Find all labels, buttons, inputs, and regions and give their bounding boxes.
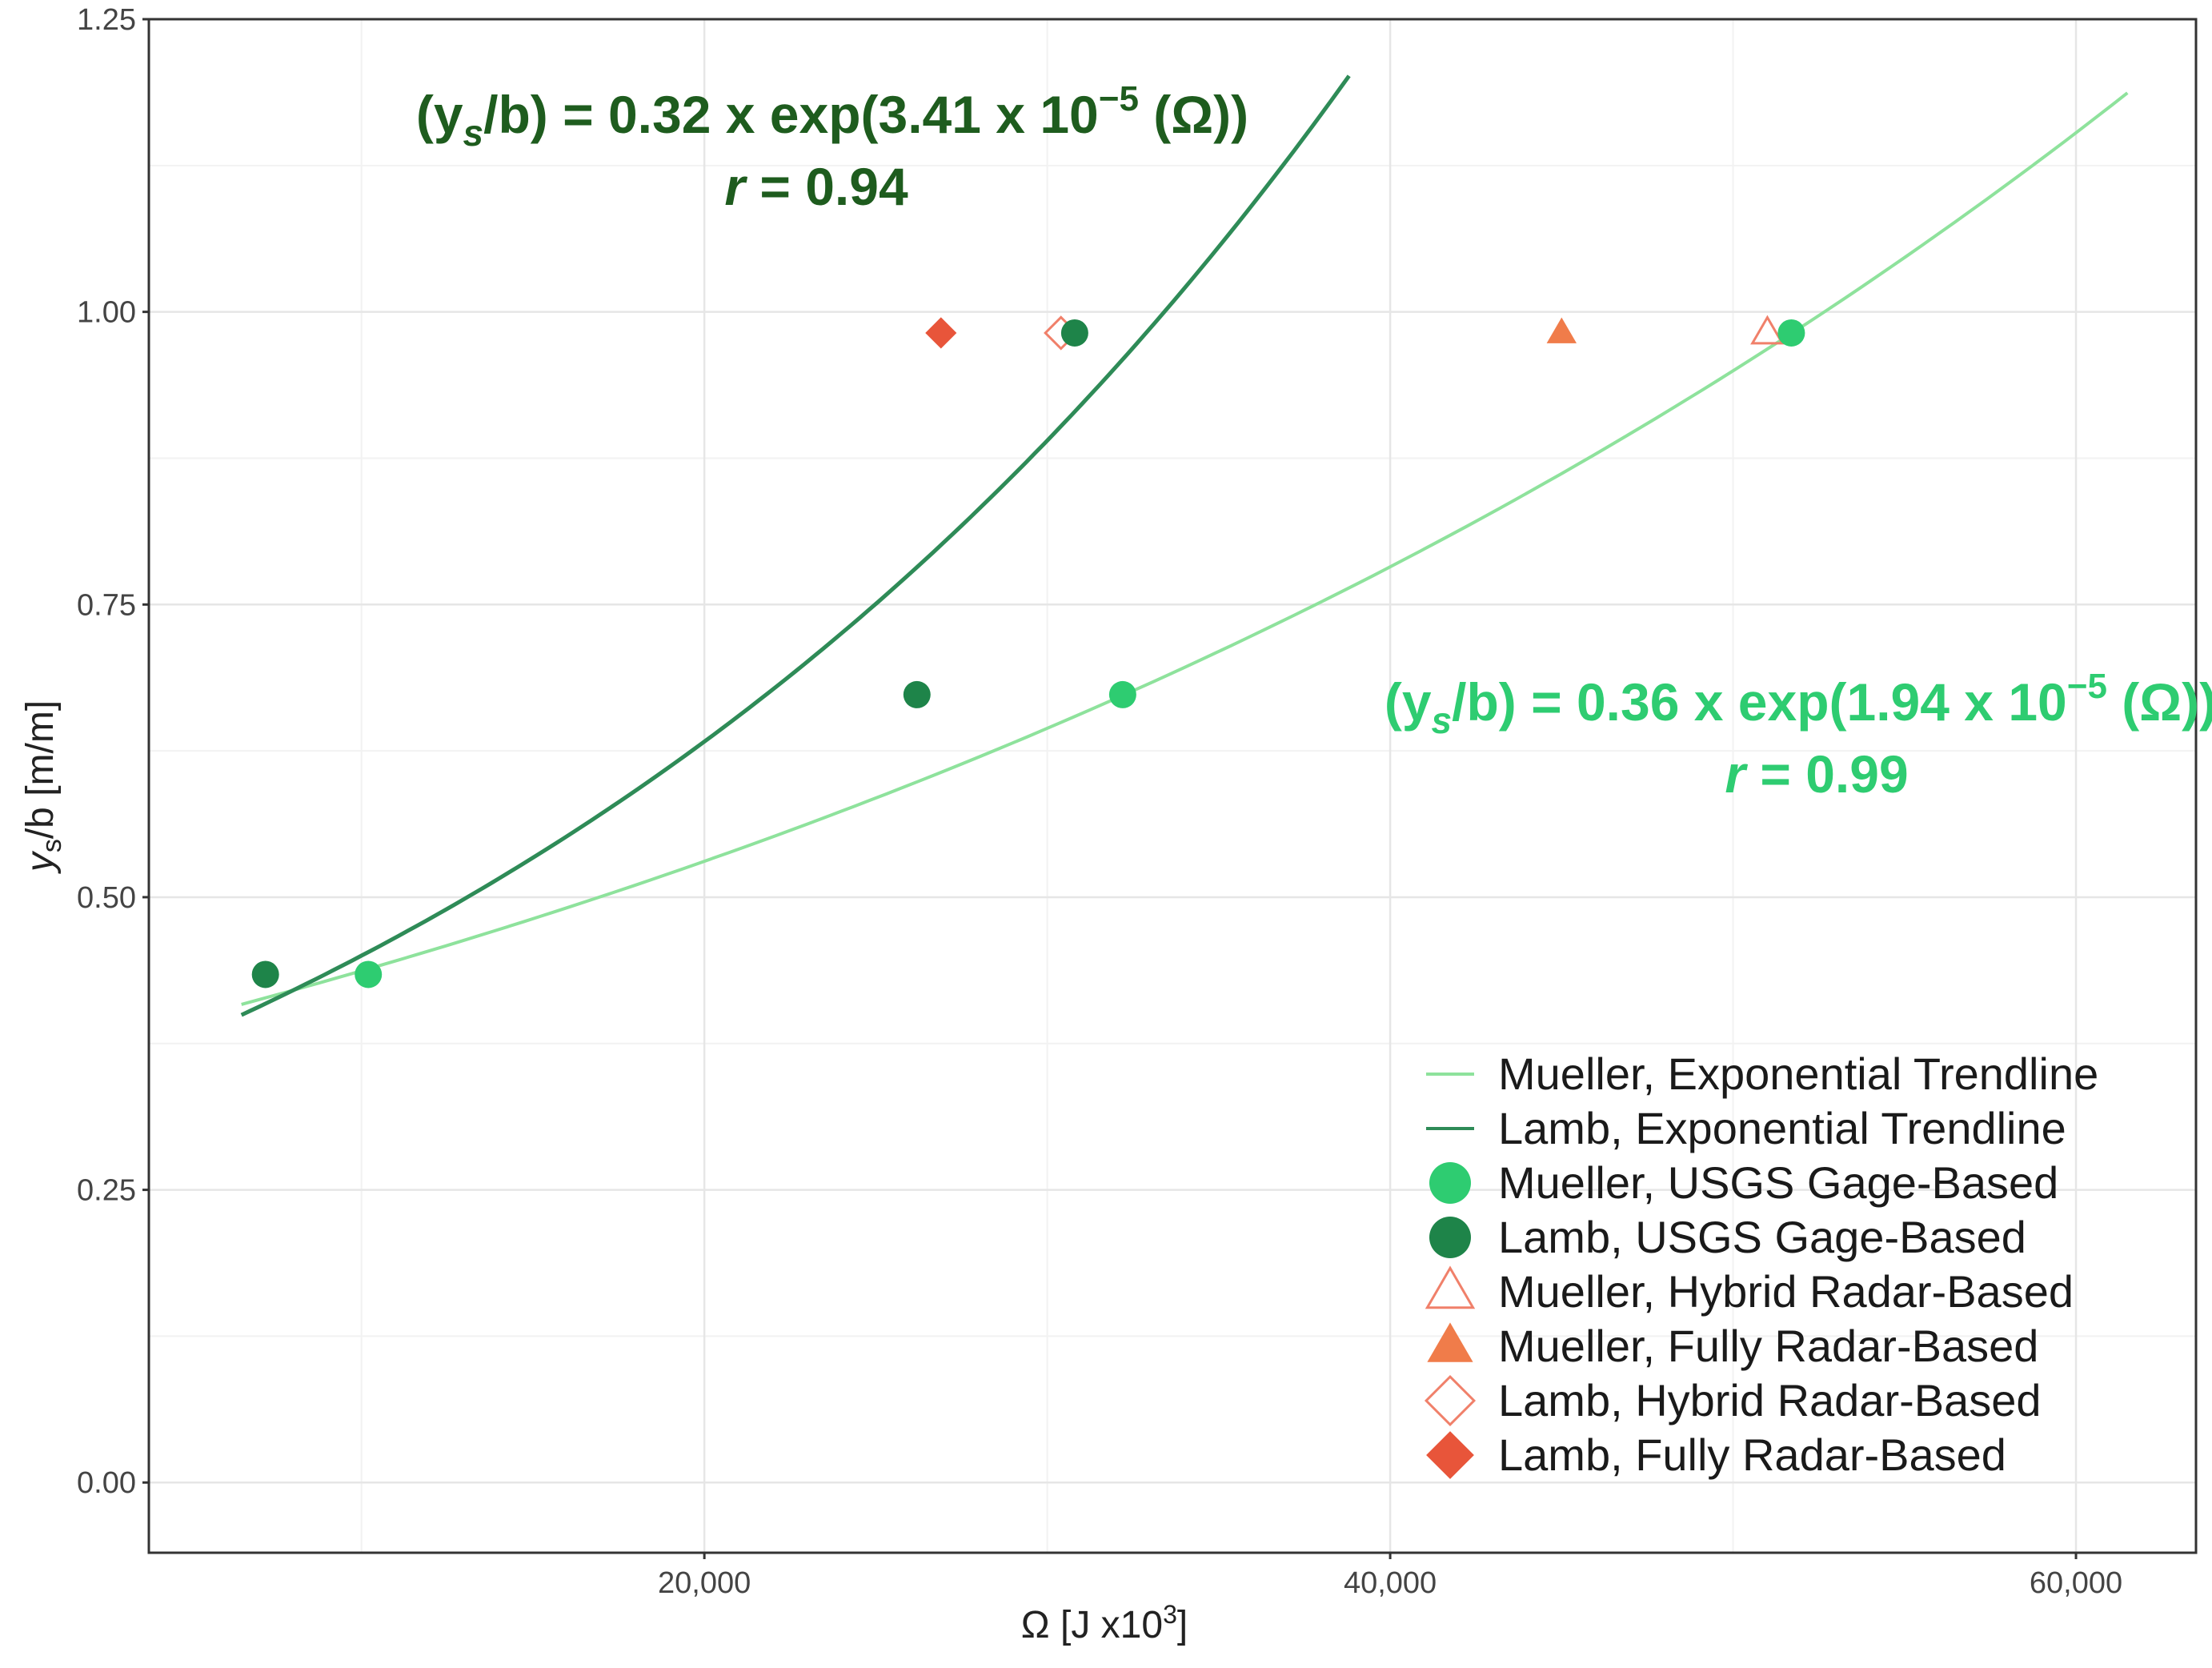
legend-key-marker xyxy=(1426,1431,1474,1479)
legend-label: Mueller, Exponential Trendline xyxy=(1498,1049,2098,1099)
legend-item-lamb-usgs-gage-based: Lamb, USGS Gage-Based xyxy=(1429,1212,2026,1262)
legend-key-marker xyxy=(1425,1265,1476,1309)
lamb-fully-radar-based-point xyxy=(925,317,957,349)
grid-lines xyxy=(149,18,2196,1553)
lamb-usgs-gage-based-point xyxy=(251,960,279,988)
y-tick-label: 0.25 xyxy=(77,1174,136,1208)
lamb-eq-exponent: −5 xyxy=(1099,79,1139,118)
legend-label: Lamb, USGS Gage-Based xyxy=(1498,1212,2026,1262)
y-axis-title-var: y xyxy=(19,850,62,874)
mueller-usgs-gage-based-point xyxy=(1777,319,1805,347)
mueller-eq-subscript: s xyxy=(1432,700,1453,741)
mueller-usgs-gage-based-point xyxy=(355,960,383,988)
lamb-usgs-gage-based-point xyxy=(1060,319,1088,347)
legend-label: Lamb, Hybrid Radar-Based xyxy=(1498,1375,2042,1425)
y-tick-label: 0.50 xyxy=(77,881,136,915)
legend-label: Mueller, USGS Gage-Based xyxy=(1498,1157,2058,1208)
x-tick-label: 60,000 xyxy=(2030,1566,2122,1600)
mueller-r-value: = 0.99 xyxy=(1745,744,1909,804)
plot-panel xyxy=(149,19,2196,1553)
legend-key-marker xyxy=(1429,1162,1471,1204)
lamb-r-symbol: r xyxy=(724,157,747,216)
mueller-r-symbol: r xyxy=(1725,744,1748,804)
mueller-hybrid-radar-based-point xyxy=(1750,315,1785,345)
legend-item-lamb-fully-radar-based: Lamb, Fully Radar-Based xyxy=(1426,1429,2006,1480)
legend-item-lamb-hybrid-radar-based: Lamb, Hybrid Radar-Based xyxy=(1424,1374,2042,1427)
lamb-trendline xyxy=(240,74,1351,1017)
legend-item-mueller-exponential-trendline: Mueller, Exponential Trendline xyxy=(1426,1049,2098,1099)
y-axis-title-rest: /b [m/m] xyxy=(19,700,62,839)
lamb-r-value: = 0.94 xyxy=(745,157,908,216)
x-axis-title-main: Ω [J x10 xyxy=(1021,1604,1163,1646)
mueller-equation-annotation: (ys/b) = 0.36 x exp(1.94 x 10−5 (Ω)) r =… xyxy=(1385,667,2212,804)
legend-label: Lamb, Fully Radar-Based xyxy=(1498,1429,2006,1480)
legend-key-marker xyxy=(1424,1374,1477,1427)
y-tick-label: 1.25 xyxy=(77,3,136,37)
mueller-usgs-gage-based-point xyxy=(1108,680,1136,708)
mueller-eq-part-1: (y xyxy=(1385,672,1432,732)
lamb-eq-subscript: s xyxy=(463,112,484,154)
legend-key-marker xyxy=(1429,1217,1471,1258)
mueller-eq-part-2: /b) = 0.36 x exp(1.94 x 10 xyxy=(1452,672,2067,732)
lamb-eq-part-2: /b) = 0.32 x exp(3.41 x 10 xyxy=(483,85,1099,144)
lamb-equation-annotation: (ys/b) = 0.32 x exp(3.41 x 10−5 (Ω)) r =… xyxy=(416,79,1248,216)
x-tick-label: 20,000 xyxy=(658,1566,751,1600)
y-tick-label: 1.00 xyxy=(77,296,136,330)
x-tick-label: 40,000 xyxy=(1344,1566,1437,1600)
data-points xyxy=(251,315,1805,988)
mueller-eq-exponent: −5 xyxy=(2067,667,2107,706)
mueller-fully-radar-based-point xyxy=(1546,317,1577,343)
y-axis-title: ys/b [m/m] xyxy=(19,700,67,874)
x-axis-title: Ω [J x103] xyxy=(1021,1600,1188,1646)
legend-item-lamb-exponential-trendline: Lamb, Exponential Trendline xyxy=(1426,1103,2066,1153)
y-axis-title-subscript: s xyxy=(37,839,67,852)
plot-border xyxy=(147,18,2198,1554)
lamb-usgs-gage-based-point xyxy=(903,680,931,708)
axis-ticks: 0.00 0.25 0.50 0.75 1.00 1.25 20,000 40,000 60,0… xyxy=(77,3,2122,1600)
legend-item-mueller-hybrid-radar-based: Mueller, Hybrid Radar-Based xyxy=(1425,1265,2074,1317)
lamb-r-text: r = 0.94 xyxy=(724,157,908,216)
legend-key-marker xyxy=(1427,1322,1473,1362)
lamb-equation-text: (ys/b) = 0.32 x exp(3.41 x 10−5 (Ω)) xyxy=(416,79,1248,154)
mueller-trendline xyxy=(241,91,2129,1006)
lamb-eq-part-1: (y xyxy=(416,85,463,144)
legend-label: Mueller, Hybrid Radar-Based xyxy=(1498,1266,2074,1317)
trendlines xyxy=(240,74,2129,1017)
mueller-equation-text: (ys/b) = 0.36 x exp(1.94 x 10−5 (Ω)) xyxy=(1385,667,2212,741)
legend-item-mueller-fully-radar-based: Mueller, Fully Radar-Based xyxy=(1427,1321,2038,1371)
mueller-eq-part-3: (Ω)) xyxy=(2107,672,2212,732)
legend-item-mueller-usgs-gage-based: Mueller, USGS Gage-Based xyxy=(1429,1157,2058,1208)
lamb-eq-part-3: (Ω)) xyxy=(1139,85,1248,144)
mueller-r-text: r = 0.99 xyxy=(1725,744,1908,804)
legend-label: Mueller, Fully Radar-Based xyxy=(1498,1321,2038,1371)
y-tick-label: 0.00 xyxy=(77,1466,136,1500)
y-tick-label: 0.75 xyxy=(77,588,136,622)
x-axis-title-superscript: 3 xyxy=(1163,1600,1177,1629)
legend-label: Lamb, Exponential Trendline xyxy=(1498,1103,2066,1153)
x-axis-title-close: ] xyxy=(1177,1604,1188,1646)
